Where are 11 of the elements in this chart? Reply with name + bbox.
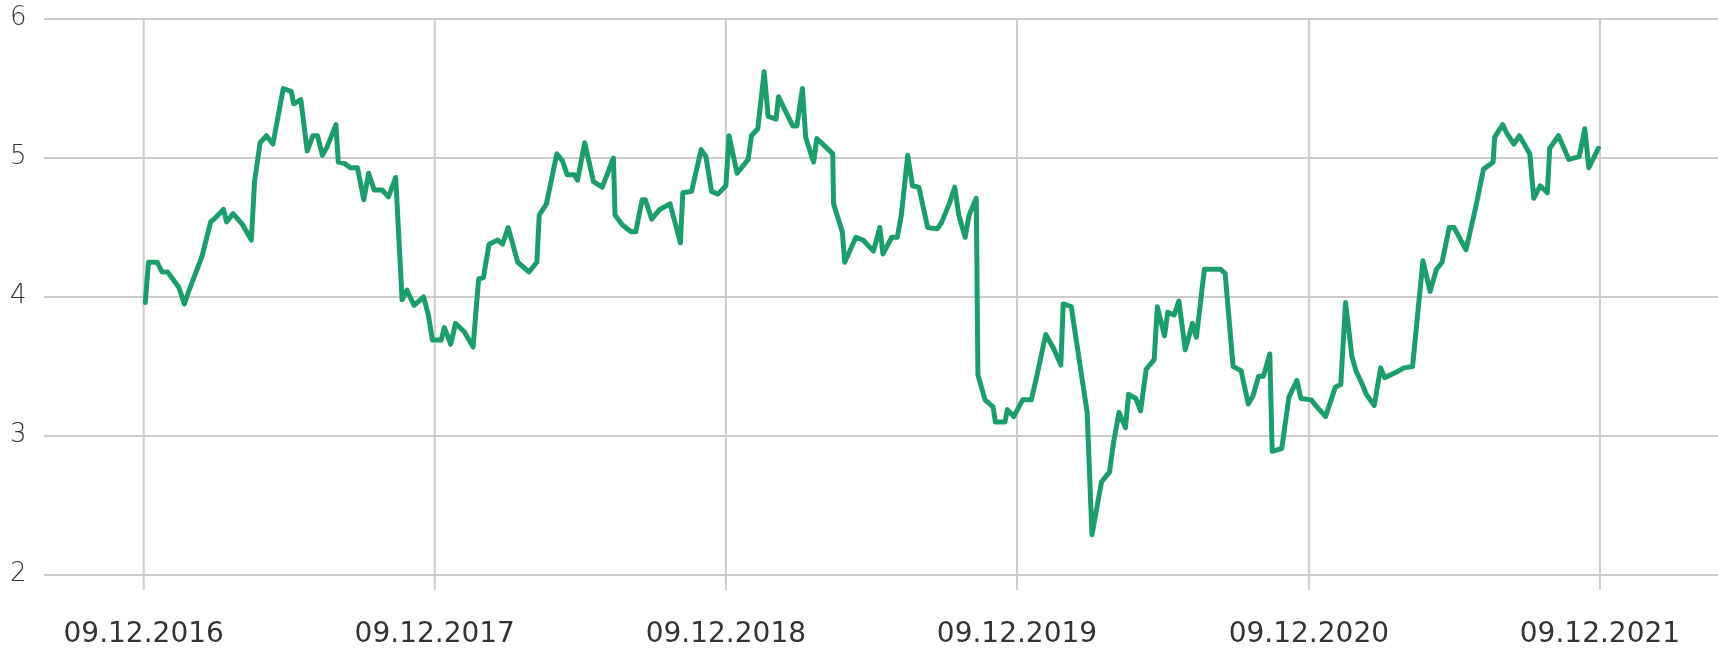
y-tick-label: 4 — [10, 279, 27, 310]
x-tick-label: 09.12.2018 — [645, 616, 807, 649]
y-tick-label: 6 — [10, 1, 27, 32]
y-tick-label: 2 — [10, 557, 27, 588]
x-tick-label: 09.12.2019 — [936, 616, 1098, 649]
x-tick-label: 09.12.2016 — [63, 616, 224, 649]
x-tick-label: 09.12.2020 — [1228, 616, 1390, 649]
y-tick-label: 3 — [10, 418, 27, 449]
x-tick-label: 09.12.2017 — [354, 616, 515, 649]
y-tick-label: 5 — [10, 140, 27, 171]
x-tick-label: 09.12.2021 — [1519, 616, 1681, 649]
